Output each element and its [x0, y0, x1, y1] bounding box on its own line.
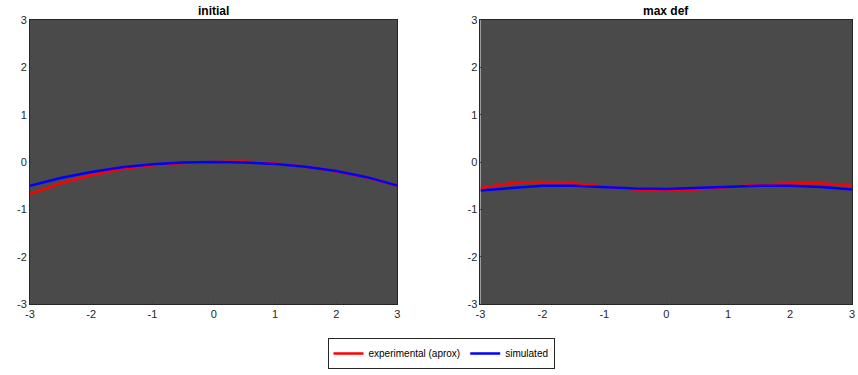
svg-text:1: 1: [272, 308, 278, 320]
svg-text:-3: -3: [467, 298, 477, 310]
svg-text:simulated: simulated: [505, 348, 548, 359]
svg-text:3: 3: [394, 308, 400, 320]
svg-text:-2: -2: [467, 251, 477, 263]
svg-text:0: 0: [663, 308, 669, 320]
svg-text:-2: -2: [17, 251, 27, 263]
svg-text:2: 2: [471, 61, 477, 73]
svg-text:-1: -1: [148, 308, 158, 320]
svg-text:2: 2: [333, 308, 339, 320]
svg-text:2: 2: [21, 61, 27, 73]
svg-text:0: 0: [21, 156, 27, 168]
svg-text:-1: -1: [17, 203, 27, 215]
svg-text:-2: -2: [537, 308, 547, 320]
svg-text:3: 3: [21, 14, 27, 26]
svg-text:0: 0: [211, 308, 217, 320]
svg-text:1: 1: [471, 109, 477, 121]
svg-text:0: 0: [471, 156, 477, 168]
svg-text:experimental (aprox): experimental (aprox): [369, 348, 461, 359]
svg-text:-3: -3: [17, 298, 27, 310]
svg-text:3: 3: [471, 14, 477, 26]
svg-text:-3: -3: [25, 308, 35, 320]
svg-text:2: 2: [787, 308, 793, 320]
svg-text:1: 1: [725, 308, 731, 320]
svg-text:-2: -2: [86, 308, 96, 320]
svg-text:-1: -1: [599, 308, 609, 320]
svg-text:-3: -3: [476, 308, 486, 320]
svg-text:max def: max def: [643, 4, 689, 18]
svg-text:initial: initial: [198, 4, 229, 18]
svg-text:1: 1: [21, 109, 27, 121]
svg-text:-1: -1: [467, 203, 477, 215]
svg-text:3: 3: [849, 308, 855, 320]
